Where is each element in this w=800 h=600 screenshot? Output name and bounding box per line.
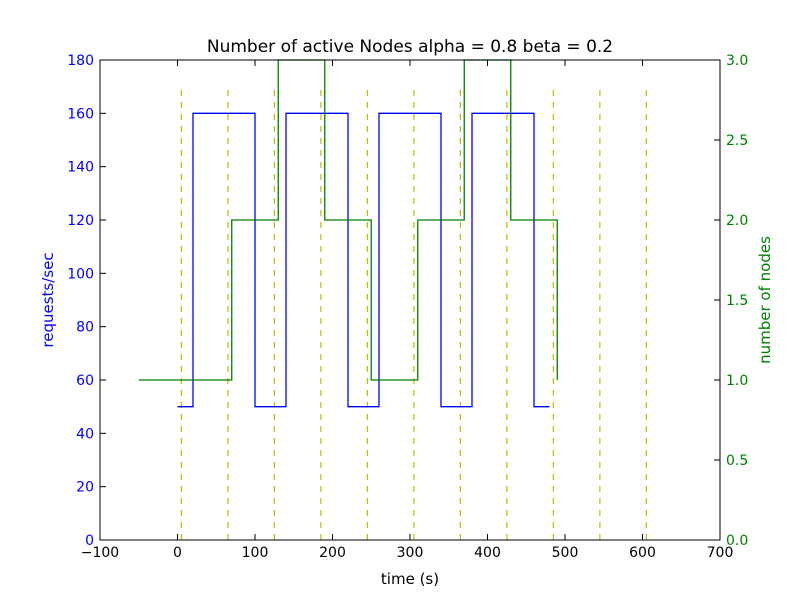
x-tick-label: 600 xyxy=(629,545,656,561)
y-right-tick-label: 1.5 xyxy=(726,293,748,309)
y-left-tick-label: 140 xyxy=(67,160,94,176)
y-left-tick-label: 40 xyxy=(76,426,94,442)
x-tick-label: 0 xyxy=(173,545,182,561)
x-tick-label: 500 xyxy=(552,545,579,561)
x-tick-label: 200 xyxy=(319,545,346,561)
y-left-tick-label: 120 xyxy=(67,213,94,229)
x-tick-label: 400 xyxy=(474,545,501,561)
y-axis-left-label: requests/sec xyxy=(39,252,57,347)
chart-title: Number of active Nodes alpha = 0.8 beta … xyxy=(207,37,613,57)
y-right-tick-label: 2.0 xyxy=(726,213,748,229)
y-right-tick-label: 0.5 xyxy=(726,453,748,469)
y-left-tick-label: 0 xyxy=(85,533,94,549)
x-tick-label: 100 xyxy=(242,545,269,561)
y-left-tick-label: 60 xyxy=(76,373,94,389)
requests-series-line xyxy=(177,112,550,408)
x-axis-label: time (s) xyxy=(381,570,439,588)
nodes-series-line xyxy=(138,59,558,381)
y-axis-right-label: number of nodes xyxy=(756,236,774,364)
x-tick-label: 700 xyxy=(707,545,734,561)
x-tick-label: −100 xyxy=(81,545,119,561)
y-left-tick-label: 80 xyxy=(76,320,94,336)
y-left-tick-label: 180 xyxy=(67,53,94,69)
x-tick-label: 300 xyxy=(397,545,424,561)
y-left-tick-label: 160 xyxy=(67,106,94,122)
plot-area: −100 0 100 200 300 400 500 600 70002040608010012… xyxy=(67,53,748,561)
y-left-tick-label: 20 xyxy=(76,480,94,496)
y-right-tick-label: 2.5 xyxy=(726,133,748,149)
y-right-tick-label: 3.0 xyxy=(726,53,748,69)
y-left-tick-label: 100 xyxy=(67,266,94,282)
y-right-tick-label: 0.0 xyxy=(726,533,748,549)
y-right-tick-label: 1.0 xyxy=(726,373,748,389)
